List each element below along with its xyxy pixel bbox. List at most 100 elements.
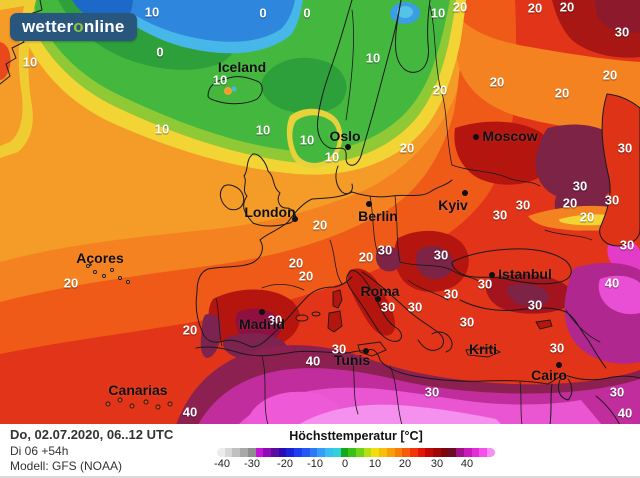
temperature-contour-label: 30: [477, 276, 493, 292]
temperature-contour-label: 10: [430, 5, 446, 21]
temperature-contour-label: 30: [443, 286, 459, 302]
legend-color-segment: [317, 448, 326, 457]
city-dot: [489, 272, 495, 278]
city-dot: [292, 216, 298, 222]
legend-tick-label: 40: [460, 458, 474, 470]
legend-color-segment: [479, 448, 488, 457]
legend-color-segment: [386, 448, 395, 457]
footer-bar: Do, 02.07.2020, 06..12 UTC Di 06 +54h Mo…: [0, 424, 640, 478]
temperature-contour-label: 20: [312, 217, 328, 233]
legend-color-segment: [409, 448, 418, 457]
temperature-contour-label: 10: [154, 121, 170, 137]
temperature-contour-label: 20: [298, 268, 314, 284]
legend-tick-label: -20: [277, 458, 293, 470]
temperature-contour-label: 20: [562, 195, 578, 211]
temperature-contour-label: 40: [182, 404, 198, 420]
legend-tick-label: -30: [244, 458, 260, 470]
temperature-contour-label: 20: [489, 74, 505, 90]
city-label: Madrid: [239, 316, 285, 332]
temperature-contour-label: 10: [324, 149, 340, 165]
temperature-contour-label: 40: [617, 405, 633, 421]
city-dot: [375, 296, 381, 302]
temperature-contour-label: 30: [331, 341, 347, 357]
forecast-datetime: Do, 02.07.2020, 06..12 UTC: [10, 427, 174, 442]
legend-color-segment: [417, 448, 426, 457]
legend-color-segment: [255, 448, 264, 457]
legend-color-segment: [217, 448, 225, 457]
city-dot: [259, 309, 265, 315]
coastlines: [0, 0, 640, 425]
temperature-contour-label: 30: [459, 314, 475, 330]
temperature-contour-label: 10: [144, 4, 160, 20]
temperature-contour-label: 40: [305, 353, 321, 369]
legend-color-segment: [224, 448, 233, 457]
europe-map-svg: [0, 0, 640, 425]
city-label: Cairo: [531, 367, 567, 383]
legend-tick-label: 10: [368, 458, 382, 470]
legend-color-segment: [232, 448, 241, 457]
wetteronline-logo[interactable]: wetter o nline: [10, 13, 137, 41]
temperature-contour-label: 30: [617, 140, 633, 156]
temperature-contour-label: 30: [380, 299, 396, 315]
city-dot: [473, 134, 479, 140]
temperature-contour-label: 30: [572, 178, 588, 194]
forecast-run: Di 06 +54h: [10, 444, 69, 458]
temperature-contour-label: 30: [527, 297, 543, 313]
city-dot: [363, 348, 369, 354]
legend-color-segment: [440, 448, 449, 457]
city-dot: [366, 201, 372, 207]
temperature-contour-label: 20: [554, 85, 570, 101]
city-label: Açores: [76, 250, 124, 266]
legend-color-segment: [271, 448, 279, 457]
temperature-contour-label: 30: [407, 299, 423, 315]
legend-color-segment: [355, 448, 364, 457]
legend-color-segment: [456, 448, 464, 457]
city-label: Roma: [360, 283, 400, 299]
legend-color-segment: [340, 448, 349, 457]
temperature-contour-label: 20: [399, 140, 415, 156]
city-label: Tunis: [333, 352, 371, 368]
legend-tick-label: -40: [214, 458, 230, 470]
city-label: Kriti: [469, 341, 497, 357]
temperature-field: [0, 0, 640, 425]
city-label: Istanbul: [498, 266, 552, 282]
temperature-contour-label: 0: [156, 44, 164, 60]
temperature-contour-label: 30: [609, 384, 625, 400]
temperature-contour-label: 10: [365, 50, 381, 66]
legend-color-segment: [294, 448, 302, 457]
temperature-contour-label: 30: [604, 192, 620, 208]
city-label: Kyiv: [438, 197, 468, 213]
city-label: Berlin: [358, 208, 398, 224]
logo-text-suffix: nline: [83, 17, 125, 36]
city-dot: [556, 362, 562, 368]
temperature-contour-label: 20: [602, 67, 618, 83]
temperature-contour-label: 20: [452, 0, 468, 15]
temperature-contour-label: 10: [255, 122, 271, 138]
logo-text-prefix: wetter: [22, 17, 74, 36]
temperature-contour-label: 20: [288, 255, 304, 271]
temperature-contour-label: 10: [299, 132, 315, 148]
city-label: London: [244, 204, 296, 220]
temperature-contour-label: 20: [63, 275, 79, 291]
legend-color-segment: [278, 448, 287, 457]
legend-tick-label: 0: [341, 458, 349, 470]
map-overlay: 0 0 0 10 10 10 10 10 10 10 10 10 20 20 20 20 20 20 20 20 20 2…: [23, 0, 634, 421]
temperature-contour-label: 30: [377, 242, 393, 258]
temperature-contour-label: 30: [614, 24, 630, 40]
logo-text-accent: o: [73, 17, 84, 36]
temperature-contour-label: 10: [212, 72, 228, 88]
islands: [86, 264, 553, 410]
legend-color-segment: [240, 448, 248, 457]
legend-color-segment: [286, 448, 295, 457]
legend-tick-label: 20: [398, 458, 412, 470]
temperature-contour-label: 30: [492, 207, 508, 223]
city-label: Moscow: [482, 128, 538, 144]
legend-color-segment: [394, 448, 403, 457]
weather-map: 0 0 0 10 10 10 10 10 10 10 10 10 20 20 20 20 20 20 20 20 20 2…: [0, 0, 640, 425]
legend-colorbar: [217, 448, 495, 457]
country-borders: [215, 5, 601, 425]
legend-color-segment: [402, 448, 410, 457]
model-info: Modell: GFS (NOAA): [10, 459, 123, 473]
temperature-contour-label: 20: [182, 322, 198, 338]
